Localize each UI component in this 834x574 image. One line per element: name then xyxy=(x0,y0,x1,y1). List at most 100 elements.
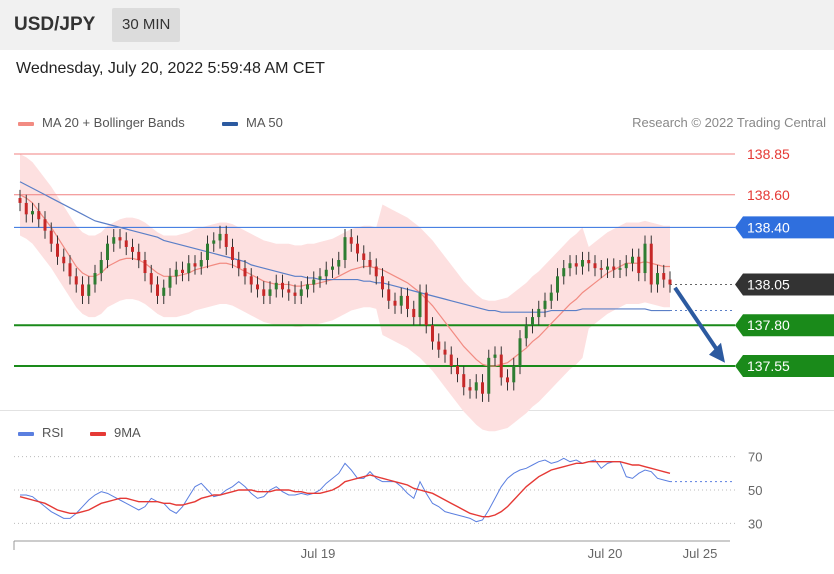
candle-body xyxy=(599,268,603,270)
candle-body xyxy=(81,284,84,296)
candle-body xyxy=(168,276,172,288)
candle-body xyxy=(581,260,584,267)
candle-body xyxy=(231,246,234,260)
candle-body xyxy=(181,269,184,274)
rsi-ma-swatch xyxy=(90,431,106,436)
legend-ma50-label: MA 50 xyxy=(246,115,283,130)
panel-divider xyxy=(0,410,834,411)
candle-body xyxy=(299,289,303,296)
candle-body xyxy=(574,263,578,267)
level-tag-137.80 xyxy=(735,314,834,337)
forecast-arrow-shaft xyxy=(673,286,721,354)
candle-body xyxy=(443,349,447,355)
candle-body xyxy=(493,354,497,358)
candle-body xyxy=(499,354,503,378)
candle-body xyxy=(631,256,634,264)
level-label-137.80: 137.80 xyxy=(747,317,790,333)
candle-body xyxy=(74,276,78,285)
candle-body xyxy=(112,237,116,244)
candle-body xyxy=(562,268,566,277)
candle-body xyxy=(281,282,284,290)
candle-body xyxy=(37,211,41,220)
candle-body xyxy=(206,243,209,260)
candle-body xyxy=(324,269,328,277)
level-label-138.05: 138.05 xyxy=(747,276,790,292)
candle-body xyxy=(606,266,609,270)
candle-body xyxy=(287,289,291,293)
timeframe-button[interactable]: 30 MIN xyxy=(112,8,181,42)
candle-body xyxy=(268,289,272,296)
level-tag-138.05 xyxy=(735,273,834,296)
forecast-arrow-head xyxy=(709,342,725,363)
candle-body xyxy=(249,276,253,285)
x-tick-Jul-25: Jul 25 xyxy=(683,546,718,561)
candle-body xyxy=(662,273,666,280)
legend-rsi-ma: 9MA xyxy=(90,425,141,440)
level-tag-138.40 xyxy=(735,216,834,239)
candle-body xyxy=(199,260,203,267)
candle-body xyxy=(187,263,191,274)
candle-body xyxy=(343,237,347,260)
candle-body xyxy=(143,260,147,274)
rsi-tick-70: 70 xyxy=(748,450,762,465)
candle-body xyxy=(362,253,366,260)
rsi-series-RSI xyxy=(20,457,671,523)
candle-body xyxy=(349,237,353,244)
rsi-tick-30: 30 xyxy=(748,516,762,531)
candle-body xyxy=(424,292,428,326)
candle-body xyxy=(556,276,559,293)
candle-body xyxy=(174,269,178,277)
candle-body xyxy=(31,211,34,215)
level-label-138.60: 138.60 xyxy=(747,187,790,203)
candle-body xyxy=(549,292,553,301)
candle-body xyxy=(312,279,316,285)
candle-body xyxy=(668,279,672,285)
ma50-line xyxy=(19,181,670,313)
candle-body xyxy=(237,260,241,269)
candle-body xyxy=(243,268,247,277)
candle-body xyxy=(587,260,591,264)
candle-body xyxy=(543,300,547,309)
candle-body xyxy=(368,260,372,267)
candle-body xyxy=(412,308,416,318)
x-tick-Jul-20: Jul 20 xyxy=(588,546,623,561)
bollinger-band xyxy=(20,154,670,432)
candle-body xyxy=(437,341,441,350)
candle-body xyxy=(593,263,597,269)
candle-body xyxy=(356,243,359,254)
legend-rsi-label: RSI xyxy=(42,425,64,440)
candle-body xyxy=(431,325,434,342)
candle-body xyxy=(62,256,66,264)
legend-ma20: MA 20 + Bollinger Bands xyxy=(18,115,185,130)
candle-body xyxy=(218,233,222,241)
candle-body xyxy=(399,295,403,306)
candle-body xyxy=(43,219,47,231)
candle-body xyxy=(87,284,91,296)
candle-body xyxy=(193,263,197,267)
ma50-swatch xyxy=(222,121,238,126)
candle-body xyxy=(481,382,484,394)
candle-body xyxy=(106,243,109,260)
candle-body xyxy=(612,266,616,270)
candle-body xyxy=(418,292,422,318)
candle-body xyxy=(68,263,72,277)
legend-ma50: MA 50 xyxy=(222,115,283,130)
level-label-137.55: 137.55 xyxy=(747,358,790,374)
candle-body xyxy=(118,237,122,241)
candle-body xyxy=(131,246,134,252)
rsi-swatch xyxy=(18,431,34,436)
candle-body xyxy=(212,240,216,244)
candle-body xyxy=(506,377,509,383)
rsi-tick-50: 50 xyxy=(748,483,762,498)
candle-body xyxy=(456,366,459,375)
candle-body xyxy=(331,266,334,270)
candle-body xyxy=(374,266,378,277)
candle-body xyxy=(537,308,541,318)
candle-body xyxy=(256,284,259,290)
candle-body xyxy=(387,289,391,301)
candle-body xyxy=(624,263,628,269)
candle-body xyxy=(487,357,491,394)
credit-text: Research © 2022 Trading Central xyxy=(632,115,826,130)
candle-body xyxy=(643,243,647,274)
